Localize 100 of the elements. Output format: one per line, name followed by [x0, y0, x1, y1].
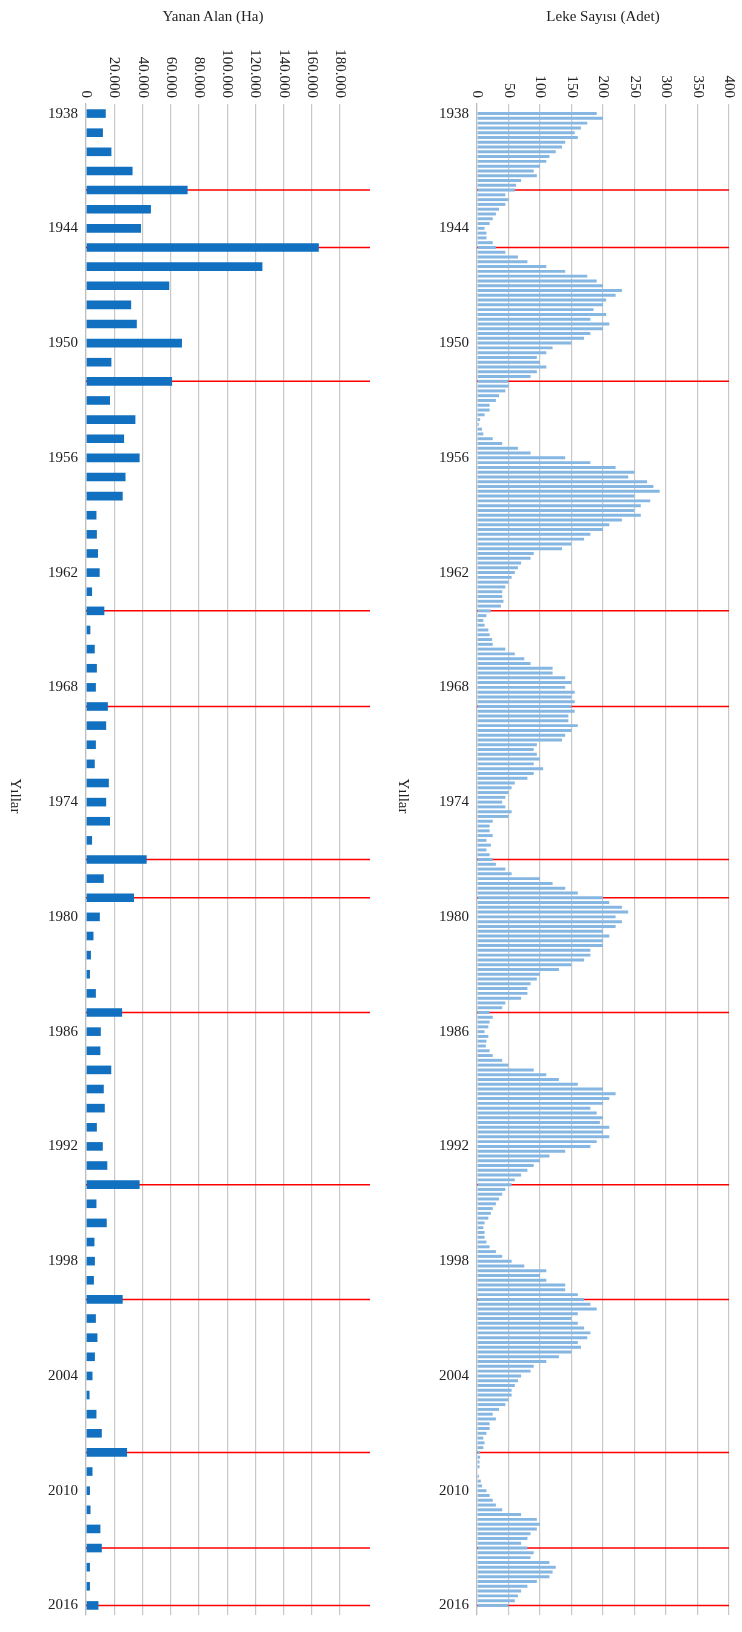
bar	[477, 1034, 489, 1038]
bar	[477, 1484, 483, 1488]
bar	[86, 663, 97, 673]
bar	[477, 1230, 485, 1234]
bar	[477, 657, 525, 661]
bar	[477, 245, 496, 249]
bar	[477, 159, 547, 163]
bar	[477, 1403, 506, 1407]
bar	[477, 1441, 485, 1445]
bar	[477, 1412, 493, 1416]
bar	[477, 398, 496, 402]
bar	[86, 204, 151, 214]
bar	[477, 829, 490, 833]
bar	[477, 848, 487, 852]
bar	[477, 910, 629, 914]
bar	[477, 1240, 487, 1244]
bar	[477, 269, 566, 273]
y-tick-label: 1968	[439, 678, 469, 695]
bar	[477, 901, 610, 905]
bar	[86, 319, 137, 329]
bar	[86, 1142, 103, 1151]
bar	[477, 681, 572, 685]
bar	[477, 977, 537, 981]
bar	[477, 217, 493, 221]
y-tick-label: 1998	[48, 1252, 78, 1269]
bar	[86, 530, 97, 539]
y-tick-label: 1986	[439, 1022, 470, 1039]
bar	[477, 638, 493, 642]
y-axis-title: Yıllar	[8, 778, 25, 814]
bar	[477, 1250, 496, 1254]
bar	[477, 795, 506, 799]
bar	[477, 580, 509, 584]
bar	[477, 862, 496, 866]
y-tick-label: 1944	[439, 219, 470, 236]
bar	[477, 939, 603, 943]
bar	[477, 1092, 616, 1096]
bar	[477, 1599, 515, 1603]
bar	[477, 905, 622, 909]
bar	[477, 1560, 550, 1564]
bar	[86, 262, 263, 271]
bar	[86, 1582, 90, 1591]
bar	[477, 1575, 550, 1579]
bar	[477, 1513, 522, 1517]
bar	[477, 810, 512, 814]
bar	[477, 241, 493, 245]
y-tick-label: 1956	[439, 448, 470, 465]
bar	[477, 155, 550, 159]
y-tick-label: 1956	[48, 448, 79, 465]
bar	[86, 989, 96, 998]
bar	[477, 1307, 597, 1311]
bar	[477, 1278, 547, 1282]
bar	[477, 202, 506, 206]
bar	[477, 1058, 503, 1062]
bar	[477, 929, 603, 933]
bar	[477, 1527, 537, 1531]
bar	[477, 265, 547, 269]
bar	[477, 523, 610, 527]
y-tick-label: 1992	[48, 1137, 78, 1154]
bar	[477, 408, 490, 412]
bar	[477, 1407, 500, 1411]
bar	[477, 1532, 531, 1536]
bar	[477, 714, 569, 718]
x-tick-label: 300	[659, 75, 676, 98]
bar	[86, 816, 110, 826]
bar	[86, 1103, 105, 1113]
bar	[86, 1256, 95, 1266]
bar	[86, 1027, 101, 1036]
bar	[477, 944, 603, 948]
bar	[477, 164, 540, 168]
bar	[477, 1221, 485, 1225]
bar	[477, 853, 490, 857]
x-tick-label: 200	[596, 75, 613, 98]
bar	[86, 644, 95, 654]
x-tick-label: 100	[533, 75, 550, 98]
bar	[477, 1522, 540, 1526]
bar	[477, 135, 578, 139]
bar	[477, 1030, 485, 1034]
bar	[477, 179, 522, 182]
bar	[477, 226, 485, 230]
bar	[477, 532, 591, 536]
bar	[86, 1046, 101, 1056]
bar	[477, 1121, 600, 1124]
x-tick-label: 350	[690, 75, 707, 98]
bar	[477, 437, 493, 441]
bar	[477, 1011, 490, 1014]
bar	[477, 1187, 506, 1191]
bar	[477, 298, 607, 302]
bar	[477, 661, 531, 665]
bar	[477, 991, 528, 995]
bar	[477, 1398, 509, 1402]
bar	[86, 1122, 97, 1132]
bar	[86, 338, 182, 348]
bar	[86, 128, 103, 137]
bar	[477, 872, 512, 876]
bar	[477, 485, 654, 489]
bar	[477, 1589, 522, 1593]
bar	[477, 293, 616, 297]
bar	[477, 685, 566, 689]
bar	[477, 183, 517, 187]
y-tick-label: 1980	[48, 907, 78, 924]
